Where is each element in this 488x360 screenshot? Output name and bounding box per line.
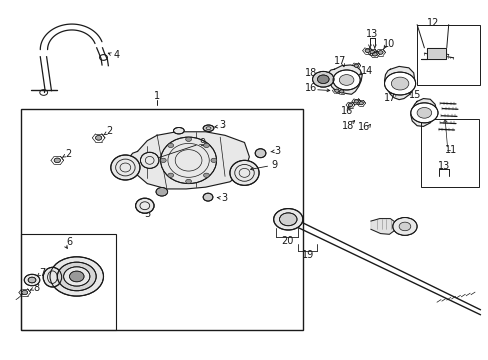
Circle shape bbox=[185, 137, 191, 141]
Circle shape bbox=[365, 49, 369, 53]
Ellipse shape bbox=[135, 198, 154, 213]
Bar bbox=[420, 119, 478, 187]
Circle shape bbox=[160, 158, 166, 162]
Text: 11: 11 bbox=[444, 145, 456, 155]
Circle shape bbox=[334, 89, 338, 92]
Text: 12: 12 bbox=[426, 18, 438, 28]
Circle shape bbox=[203, 173, 209, 177]
Text: 10: 10 bbox=[382, 39, 394, 49]
Text: 16: 16 bbox=[340, 107, 352, 116]
Circle shape bbox=[332, 70, 360, 90]
Polygon shape bbox=[326, 65, 362, 94]
Circle shape bbox=[398, 222, 410, 231]
Polygon shape bbox=[127, 132, 249, 189]
Text: 5: 5 bbox=[144, 209, 150, 219]
Circle shape bbox=[28, 277, 36, 283]
Text: 16: 16 bbox=[304, 83, 316, 93]
Ellipse shape bbox=[203, 125, 213, 131]
Circle shape bbox=[69, 271, 84, 282]
Bar bbox=[416, 24, 479, 85]
Circle shape bbox=[353, 100, 358, 103]
Circle shape bbox=[384, 72, 415, 95]
Circle shape bbox=[279, 213, 296, 226]
Circle shape bbox=[167, 143, 173, 148]
Circle shape bbox=[24, 274, 40, 286]
Text: 1: 1 bbox=[154, 91, 160, 101]
Ellipse shape bbox=[140, 152, 159, 168]
Text: 18: 18 bbox=[304, 68, 316, 78]
Circle shape bbox=[167, 173, 173, 177]
Text: 16: 16 bbox=[357, 122, 369, 132]
Circle shape bbox=[312, 71, 333, 87]
Circle shape bbox=[353, 64, 358, 67]
Text: 7: 7 bbox=[39, 268, 45, 278]
Text: 8: 8 bbox=[33, 283, 40, 293]
Circle shape bbox=[57, 262, 96, 291]
Polygon shape bbox=[384, 66, 414, 100]
Circle shape bbox=[50, 257, 103, 296]
Text: 4: 4 bbox=[114, 50, 120, 60]
Circle shape bbox=[358, 102, 363, 105]
Text: 13: 13 bbox=[437, 161, 449, 171]
Text: 3: 3 bbox=[274, 146, 280, 156]
Text: 18: 18 bbox=[341, 121, 353, 131]
Text: 3: 3 bbox=[221, 193, 227, 203]
Ellipse shape bbox=[173, 127, 184, 134]
Circle shape bbox=[377, 51, 382, 54]
Text: 17: 17 bbox=[333, 57, 346, 66]
Circle shape bbox=[95, 135, 102, 140]
Bar bbox=[21, 234, 116, 330]
Circle shape bbox=[63, 267, 90, 286]
Circle shape bbox=[390, 77, 408, 90]
Circle shape bbox=[339, 75, 353, 85]
Circle shape bbox=[410, 103, 437, 123]
Ellipse shape bbox=[203, 193, 212, 201]
Ellipse shape bbox=[43, 267, 61, 287]
Text: 3: 3 bbox=[219, 120, 225, 130]
Text: 9: 9 bbox=[199, 138, 205, 148]
Circle shape bbox=[203, 143, 209, 148]
Circle shape bbox=[347, 103, 352, 107]
Circle shape bbox=[273, 208, 302, 230]
Text: 6: 6 bbox=[66, 237, 72, 247]
Text: 13: 13 bbox=[366, 29, 378, 39]
Ellipse shape bbox=[255, 149, 265, 158]
Text: 2: 2 bbox=[65, 149, 71, 159]
Circle shape bbox=[372, 53, 376, 56]
Ellipse shape bbox=[111, 155, 140, 180]
Circle shape bbox=[156, 188, 167, 196]
Polygon shape bbox=[370, 219, 395, 234]
Text: 15: 15 bbox=[407, 90, 420, 100]
Bar bbox=[21, 109, 302, 330]
Ellipse shape bbox=[229, 160, 259, 185]
Circle shape bbox=[416, 108, 431, 118]
Circle shape bbox=[339, 90, 343, 93]
Text: 17: 17 bbox=[384, 93, 396, 103]
Text: 20: 20 bbox=[281, 236, 293, 246]
Circle shape bbox=[369, 50, 374, 54]
Polygon shape bbox=[420, 48, 446, 59]
Circle shape bbox=[22, 291, 28, 295]
Circle shape bbox=[392, 217, 416, 235]
Text: 19: 19 bbox=[301, 250, 313, 260]
Text: 14: 14 bbox=[360, 66, 372, 76]
Circle shape bbox=[54, 158, 61, 163]
Text: 9: 9 bbox=[271, 160, 277, 170]
Circle shape bbox=[210, 158, 216, 162]
Ellipse shape bbox=[160, 137, 216, 184]
Circle shape bbox=[317, 75, 328, 84]
Text: 2: 2 bbox=[106, 126, 112, 136]
Circle shape bbox=[185, 179, 191, 184]
Polygon shape bbox=[410, 99, 436, 126]
